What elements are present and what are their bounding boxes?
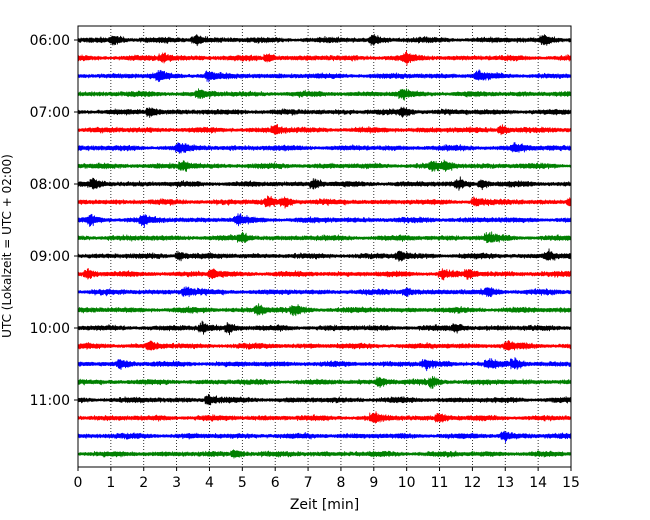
trace-07:15 bbox=[77, 123, 572, 136]
x-tick-label-13: 13 bbox=[496, 475, 514, 491]
y-tick-label-06:00: 06:00 bbox=[30, 33, 70, 49]
y-tick-label-07:00: 07:00 bbox=[30, 105, 70, 121]
traces bbox=[77, 33, 572, 459]
trace-06:15 bbox=[77, 50, 572, 66]
trace-07:45 bbox=[77, 159, 572, 172]
x-tick-label-10: 10 bbox=[398, 475, 416, 491]
trace-11:00 bbox=[77, 393, 572, 406]
x-tick-label-11: 11 bbox=[431, 475, 449, 491]
trace-06:45 bbox=[77, 88, 572, 101]
trace-08:30 bbox=[77, 213, 572, 228]
trace-11:30 bbox=[77, 430, 572, 443]
trace-10:30 bbox=[77, 357, 572, 372]
y-tick-label-09:00: 09:00 bbox=[30, 249, 70, 265]
trace-06:00 bbox=[77, 33, 572, 47]
trace-09:30 bbox=[77, 286, 572, 298]
x-tick-label-2: 2 bbox=[139, 475, 148, 491]
x-tick-label-15: 15 bbox=[562, 475, 580, 491]
x-tick-label-6: 6 bbox=[271, 475, 280, 491]
y-tick-label-08:00: 08:00 bbox=[30, 177, 70, 193]
x-tick-label-1: 1 bbox=[106, 475, 115, 491]
trace-09:45 bbox=[77, 303, 572, 317]
y-tick-label-10:00: 10:00 bbox=[30, 321, 70, 337]
x-tick-label-14: 14 bbox=[529, 475, 547, 491]
x-ticks: 0 1 2 3 4 5 6 7 8 9 10 11 12 13 14 15 bbox=[74, 467, 580, 491]
y-tick-label-11:00: 11:00 bbox=[30, 393, 70, 409]
trace-09:15 bbox=[77, 268, 572, 281]
x-tick-label-12: 12 bbox=[463, 475, 481, 491]
x-tick-label-7: 7 bbox=[304, 475, 313, 491]
trace-10:00 bbox=[77, 320, 572, 336]
trace-11:15 bbox=[77, 411, 572, 424]
y-axis-label: UTC (Lokalzeit = UTC + 02:00) bbox=[0, 154, 14, 338]
x-tick-label-5: 5 bbox=[238, 475, 247, 491]
trace-10:15 bbox=[77, 340, 572, 351]
x-tick-label-0: 0 bbox=[74, 475, 83, 491]
trace-07:00 bbox=[77, 106, 572, 118]
trace-09:00 bbox=[77, 248, 572, 262]
x-tick-label-9: 9 bbox=[369, 475, 378, 491]
trace-08:15 bbox=[77, 195, 572, 209]
plot-frame bbox=[77, 25, 572, 468]
trace-08:45 bbox=[77, 231, 572, 244]
trace-07:30 bbox=[77, 142, 572, 154]
x-tick-label-4: 4 bbox=[205, 475, 214, 491]
y-ticks: 06:00 07:00 08:00 09:00 10:00 11:00 bbox=[30, 33, 78, 409]
trace-11:45 bbox=[77, 449, 572, 459]
x-tick-label-8: 8 bbox=[336, 475, 345, 491]
plot-background bbox=[78, 26, 571, 467]
x-axis-label: Zeit [min] bbox=[290, 497, 359, 513]
trace-10:45 bbox=[77, 375, 572, 389]
trace-08:00 bbox=[77, 176, 572, 191]
x-tick-label-3: 3 bbox=[172, 475, 181, 491]
trace-06:30 bbox=[77, 69, 572, 83]
